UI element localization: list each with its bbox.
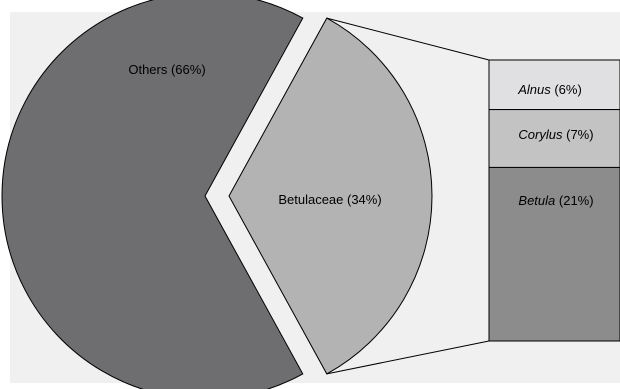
bar-label-corylus-name: Corylus	[518, 127, 563, 142]
bar-label-betula-pct: (21%)	[555, 193, 593, 208]
bar-label-corylus-pct: (7%)	[563, 127, 594, 142]
bar-segment-betula	[488, 166, 620, 342]
slice-label-others: Others (66%)	[128, 62, 205, 77]
bar-label-corylus: Corylus (7%)	[518, 127, 593, 142]
slice-label-betulaceae: Betulaceae (34%)	[278, 192, 381, 207]
breakdown-bar	[488, 59, 620, 342]
bar-label-betula: Betula (21%)	[518, 193, 593, 208]
bar-label-betula-name: Betula	[518, 193, 555, 208]
connector-line-bottom	[326, 340, 490, 375]
bar-label-alnus-pct: (6%)	[551, 82, 582, 97]
pie-slice-others	[1, 0, 304, 389]
connector-layer	[326, 17, 490, 375]
connector-line-top	[326, 17, 490, 61]
bar-label-alnus-name: Alnus	[517, 82, 551, 97]
bar-label-alnus: Alnus (6%)	[517, 82, 582, 97]
pie-layer	[1, 0, 433, 389]
pie-slice-betulaceae	[228, 17, 433, 375]
